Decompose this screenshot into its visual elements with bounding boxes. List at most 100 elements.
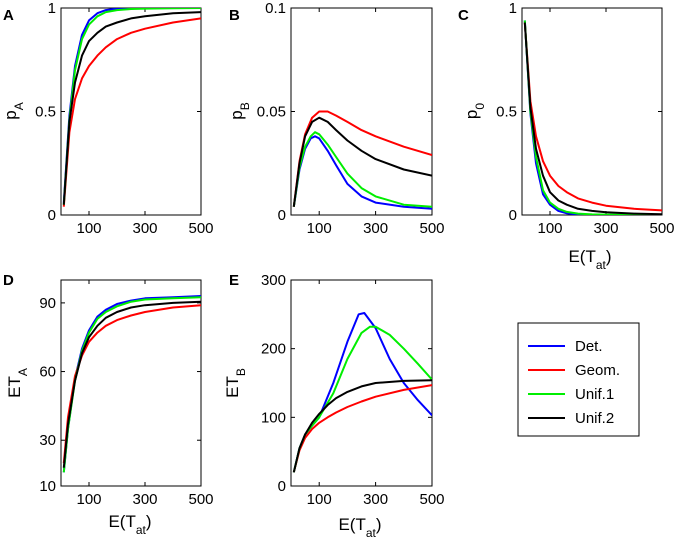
legend-label-unif2: Unif.2 <box>575 410 614 427</box>
panel-letter-b: B <box>229 7 240 24</box>
panel-b-ylabel: pB <box>227 102 252 119</box>
panel-e-ytick-label: 200 <box>261 341 286 358</box>
panel-d-ylabel-main: ET <box>5 376 24 398</box>
panel-a-ylabel-sub: A <box>12 102 26 110</box>
svg-text:ETB: ETB <box>223 368 248 398</box>
panel-e-series-geom <box>292 384 432 473</box>
panel-e-ylabel-main: ET <box>223 376 242 398</box>
panel-b-ylabel-sub: B <box>238 102 252 110</box>
panel-d-xtick-label: 100 <box>76 491 101 508</box>
panel-c-xlabel: E(Tat) <box>568 247 611 272</box>
panel-c-ylabel-sub: 0 <box>473 103 487 110</box>
panel-c-series-geom <box>523 22 662 212</box>
panel-c-ylabel-main: p <box>462 110 481 119</box>
panel-c-ytick-label: 1 <box>509 0 517 17</box>
svg-text:E(Tat): E(Tat) <box>108 512 151 537</box>
panel-c-xtick-label: 500 <box>649 220 674 237</box>
panel-d-xtick-label: 300 <box>132 491 157 508</box>
panel-letter-d: D <box>3 272 14 289</box>
panel-a-series-geom <box>62 17 201 207</box>
panel-a-xtick-label: 500 <box>188 220 213 237</box>
panel-d-xlabel-main: E(T <box>108 512 135 531</box>
legend-label-det: Det. <box>575 338 603 355</box>
panel-e-ylabel-sub: B <box>234 368 248 376</box>
panel-letter-e: E <box>229 272 239 289</box>
panel-e-xtick-label: 500 <box>419 491 444 508</box>
panel-c-ylabel: p0 <box>462 103 487 119</box>
panel-c-xtick-label: 300 <box>593 220 618 237</box>
panel-a-ytick-label: 0 <box>48 207 56 224</box>
panel-d-ylabel: ETA <box>5 368 30 398</box>
panel-d-series-unif-2 <box>62 300 201 468</box>
panel-d-ytick-label: 90 <box>39 295 56 312</box>
panel-e-xtick-label: 300 <box>363 491 388 508</box>
panel-a-ytick-label: 1 <box>48 0 56 17</box>
panel-d-ytick-label: 30 <box>39 432 56 449</box>
legend: Det. Geom. Unif.1 Unif.2 <box>517 322 640 437</box>
panel-b-xtick-label: 500 <box>419 220 444 237</box>
panel-b-xtick-label: 300 <box>363 220 388 237</box>
panel-b-xtick-label: 100 <box>307 220 332 237</box>
panel-e-series-det <box>292 312 432 473</box>
panel-e-series-unif-2 <box>292 379 432 473</box>
panel-e-ytick-label: 300 <box>261 272 286 289</box>
panel-e-ytick-label: 100 <box>261 409 286 426</box>
panel-a-ylabel: pA <box>1 102 26 119</box>
panel-b-ytick-label: 0.05 <box>257 104 286 121</box>
panel-d-axes-frame <box>60 279 202 487</box>
svg-text:pB: pB <box>227 102 252 119</box>
panel-a-series-det <box>62 8 201 203</box>
svg-text:ETA: ETA <box>5 368 30 398</box>
panel-a-series-unif-1 <box>62 8 201 205</box>
panel-e-xlabel-sub: at <box>366 526 377 540</box>
panel-b-series-unif-1 <box>292 131 432 208</box>
panel-a-xtick-label: 300 <box>132 220 157 237</box>
legend-label-geom: Geom. <box>575 362 620 379</box>
panel-d-ylabel-sub: A <box>16 368 30 376</box>
svg-text:pA: pA <box>1 102 26 119</box>
panel-e-ytick-label: 0 <box>278 478 286 495</box>
panel-e-ylabel: ETB <box>223 368 248 398</box>
panel-d-series-det <box>62 295 201 473</box>
panel-e-xtick-label: 100 <box>307 491 332 508</box>
panel-d: D ETA E(Tat) 100 300 500 10 30 60 90 <box>3 272 214 537</box>
panel-b-ytick-label: 0.1 <box>265 0 286 17</box>
panel-c-series-det <box>523 20 662 215</box>
panel-b-axes-frame <box>290 7 433 216</box>
panel-c-axes-frame <box>521 7 663 216</box>
panel-d-xlabel: E(Tat) <box>108 512 151 537</box>
panel-a: A pA 100 300 500 0 0.5 1 <box>1 0 214 237</box>
panel-e-series-unif-1 <box>292 325 432 473</box>
panel-d-series-geom <box>62 304 201 464</box>
panel-b-ylabel-main: p <box>227 110 246 119</box>
panel-c-ytick-label: 0 <box>509 207 517 224</box>
panel-e-xlabel-main: E(T <box>338 515 365 534</box>
panel-c-xlabel-sub: at <box>596 258 607 272</box>
panel-a-series-unif-2 <box>62 11 201 205</box>
panel-c-series-unif-2 <box>523 22 662 215</box>
panel-c-ytick-label: 0.5 <box>496 104 517 121</box>
legend-label-unif1: Unif.1 <box>575 386 614 403</box>
panel-d-ytick-label: 10 <box>39 478 56 495</box>
panel-a-xtick-label: 100 <box>76 220 101 237</box>
panel-a-ytick-label: 0.5 <box>35 104 56 121</box>
svg-text:p0: p0 <box>462 103 487 119</box>
svg-text:E(Tat): E(Tat) <box>338 515 381 540</box>
panel-d-series-unif-1 <box>62 296 201 473</box>
panel-d-xlabel-sub: at <box>136 523 147 537</box>
panel-c-xtick-label: 100 <box>537 220 562 237</box>
panel-d-ytick-label: 60 <box>39 364 56 381</box>
panel-e-xlabel: E(Tat) <box>338 515 381 540</box>
panel-letter-c: C <box>458 7 469 24</box>
svg-text:E(Tat): E(Tat) <box>568 247 611 272</box>
panel-e-axes-frame <box>290 279 433 487</box>
panel-letter-a: A <box>3 7 14 24</box>
panel-c-series-unif-1 <box>523 20 662 215</box>
panel-e: E ETB E(Tat) 100 300 500 0 100 200 300 <box>223 272 445 540</box>
panel-c-xlabel-main: E(T <box>568 247 595 266</box>
panel-b-series-det <box>292 135 432 210</box>
panel-d-xtick-label: 500 <box>188 491 213 508</box>
